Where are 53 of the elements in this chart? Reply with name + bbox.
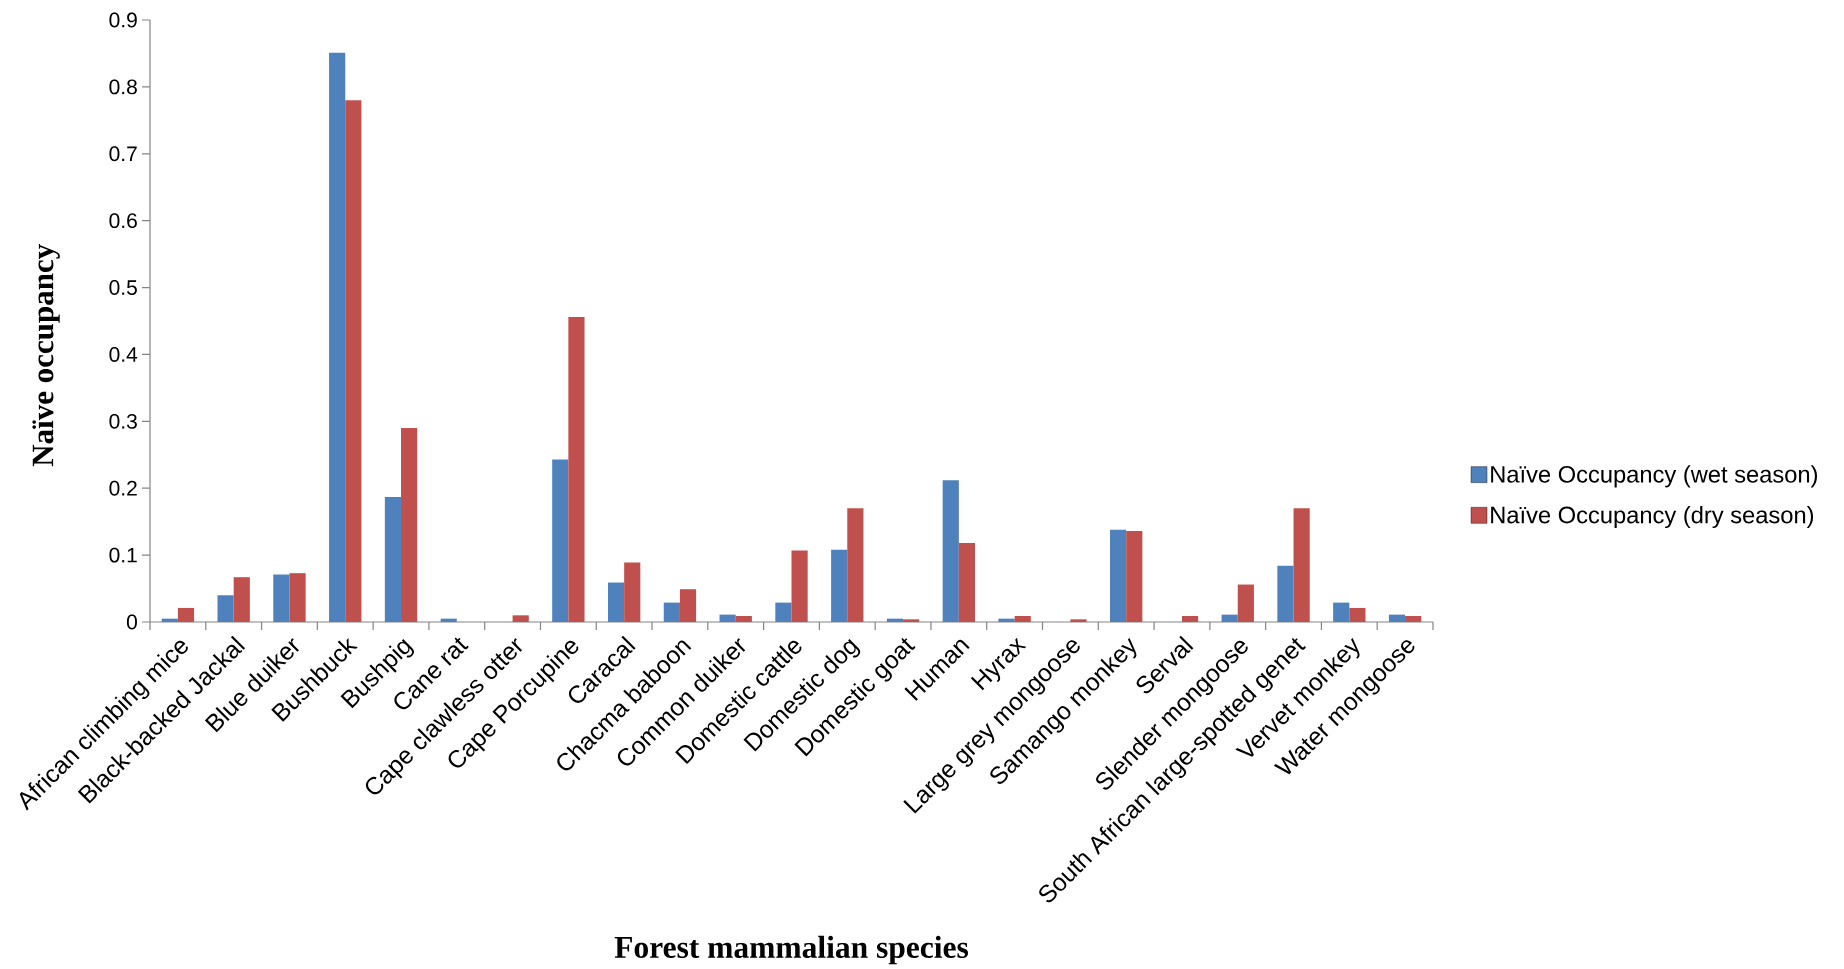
bar: [1237, 584, 1254, 622]
y-tick-label: 0.6: [109, 213, 137, 229]
bar: [791, 550, 808, 622]
bar: [329, 52, 346, 622]
bar: [1293, 508, 1310, 622]
bar: [289, 573, 306, 622]
y-tick-label: 0: [126, 614, 137, 630]
bar: [1388, 614, 1406, 622]
bar: [1181, 615, 1199, 622]
bar: [512, 615, 529, 622]
y-tick-label: 0.5: [109, 280, 137, 295]
bar: [217, 595, 234, 622]
bar: [942, 480, 959, 622]
y-tick-label: 0.1: [109, 547, 137, 563]
bar: [273, 574, 290, 622]
bar: [345, 100, 362, 622]
bar: [552, 459, 569, 622]
x-axis-title: Forest mammalian species: [614, 935, 969, 965]
bar: [1221, 614, 1238, 622]
bar: [1349, 607, 1366, 622]
bar: [663, 602, 680, 622]
legend-label: Naïve Occupancy (wet season): [1491, 465, 1818, 488]
bar: [624, 562, 641, 622]
bar: [775, 602, 792, 622]
bar: [735, 615, 752, 622]
bar: [1405, 615, 1422, 622]
bar: [1014, 615, 1031, 622]
y-tick-label: 0.2: [109, 480, 137, 496]
bar: [998, 618, 1015, 622]
bar: [401, 428, 418, 622]
bar: [1070, 619, 1087, 622]
bar: [958, 543, 976, 622]
bar: [903, 619, 920, 622]
y-tick-label: 0.9: [109, 12, 137, 28]
legend-label: Naïve Occupancy (dry season): [1491, 505, 1814, 529]
bar: [1277, 565, 1294, 622]
bar: [568, 316, 585, 622]
bar: [679, 589, 697, 622]
bar: [233, 577, 250, 622]
y-tick-label: 0.4: [109, 347, 138, 362]
bar: [719, 614, 736, 622]
bar: [177, 607, 195, 622]
y-tick-label: 0.7: [109, 146, 137, 162]
bar: [831, 549, 848, 622]
bar: [1126, 531, 1143, 622]
y-axis-title: Naïve occupancy: [32, 244, 60, 467]
y-tick-label: 0.3: [109, 413, 137, 429]
bar: [847, 508, 864, 622]
bar: [1333, 602, 1350, 622]
y-tick-label: 0.8: [109, 79, 137, 95]
bar: [384, 496, 402, 622]
bar: [1110, 529, 1127, 622]
bar: [607, 582, 625, 622]
